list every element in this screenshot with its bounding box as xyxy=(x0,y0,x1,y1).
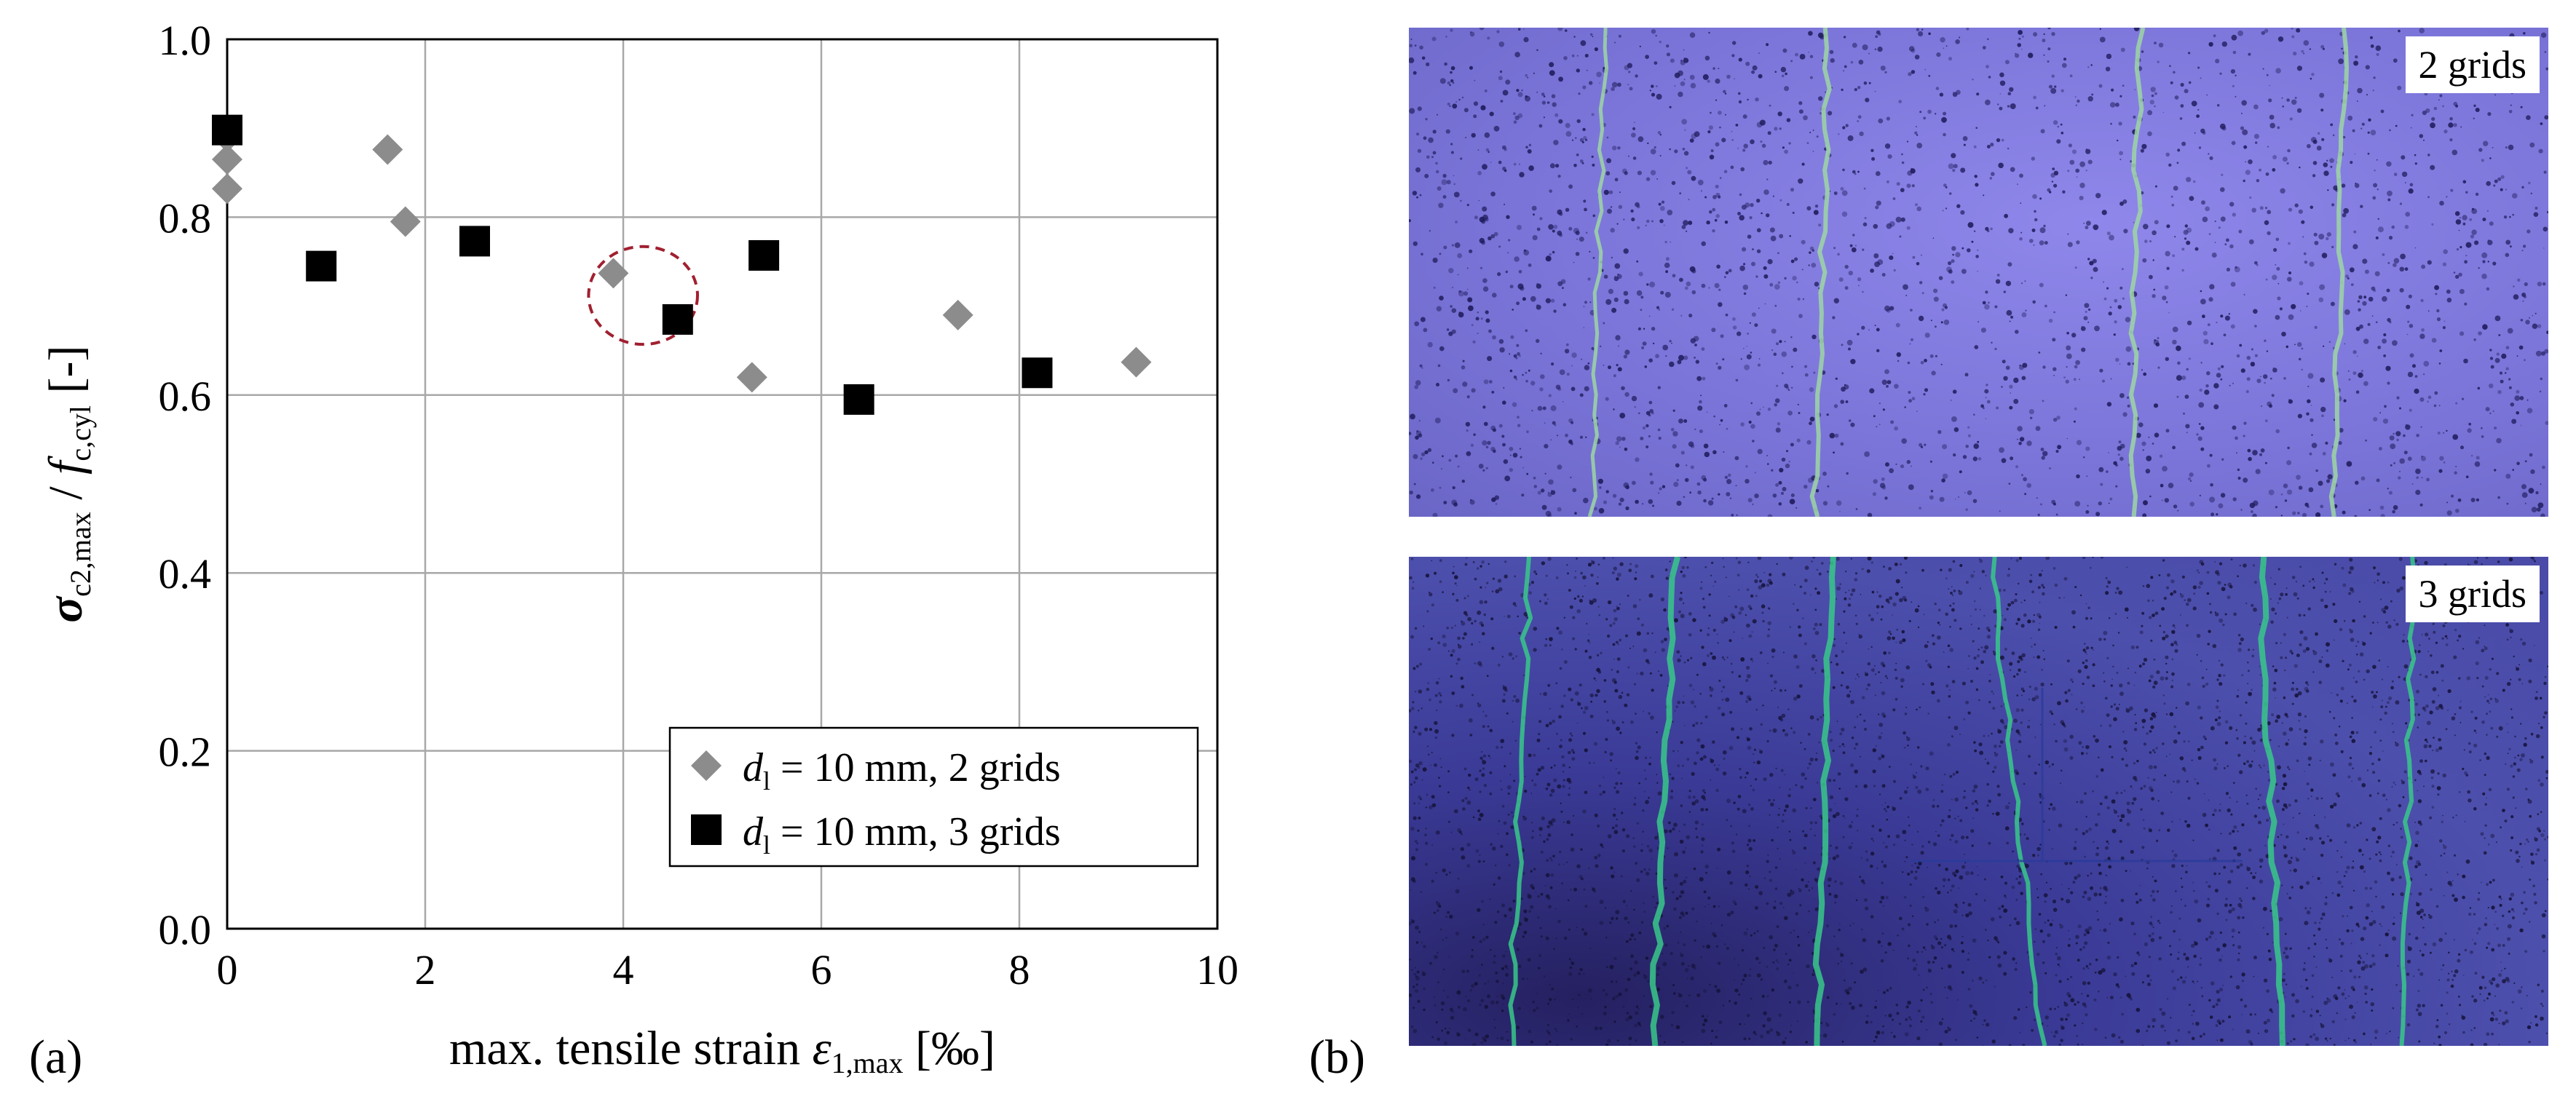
panel-label-b: (b) xyxy=(1309,1031,1365,1084)
series-2-point-5 xyxy=(843,384,874,415)
series-2-point-0 xyxy=(212,114,242,146)
photo-two-grids-image xyxy=(1409,28,2548,517)
series-1-point-6 xyxy=(736,362,767,393)
y-tick-label-1: 0.2 xyxy=(159,729,212,776)
data-markers xyxy=(212,114,1152,415)
crack-line-0 xyxy=(1508,557,1533,1046)
crack-line-5 xyxy=(2399,557,2417,1046)
x-tick-label-1: 2 xyxy=(415,946,436,993)
series-2-point-1 xyxy=(306,250,337,282)
x-tick-label-3: 6 xyxy=(811,946,832,993)
crack-line-2 xyxy=(1812,557,1836,1046)
series-1-point-1 xyxy=(212,143,242,175)
highlight-ellipse xyxy=(587,245,700,346)
cracks xyxy=(1508,557,2417,1046)
y-axis-label-sigma-sub: c2,max xyxy=(64,512,97,597)
panel-label-a: (a) xyxy=(29,1031,83,1084)
x-tick-label-5: 10 xyxy=(1196,946,1238,993)
y-axis-label-f-sub: c,cyl xyxy=(64,405,97,461)
crack-line-3 xyxy=(1991,557,2047,1046)
scatter-chart: 0.0 0.2 0.4 0.6 0.8 1.0 0 2 4 6 8 10 dl = 10 mm, 2… xyxy=(39,17,1239,1079)
crack-line-4 xyxy=(2258,557,2285,1046)
y-tick-label-2: 0.4 xyxy=(159,550,212,598)
x-tick-label-4: 8 xyxy=(1009,946,1030,993)
crack-line-1 xyxy=(1649,557,1680,1046)
y-tick-label-3: 0.6 xyxy=(159,373,212,420)
series-2-point-4 xyxy=(748,239,780,271)
legend-label-1: dl = 10 mm, 2 grids xyxy=(743,745,1061,795)
y-tick-labels: 0.0 0.2 0.4 0.6 0.8 1.0 xyxy=(159,17,212,953)
series-1-point-2 xyxy=(212,173,242,205)
legend: dl = 10 mm, 2 grids dl = 10 mm, 3 grids xyxy=(668,726,1199,868)
legend-marker-1 xyxy=(691,750,722,781)
photo-three-grids: 3 grids xyxy=(1409,557,2548,1046)
photo-three-grids-label: 3 grids xyxy=(2405,566,2540,622)
y-axis-label: σc2,max / fc,cyl [-] xyxy=(39,346,97,623)
crack-line-0 xyxy=(1587,28,1608,517)
y-axis-label-unit: [-] xyxy=(39,346,92,405)
crack-line-1 xyxy=(1809,28,1832,517)
concrete-texture xyxy=(1409,557,2548,1046)
y-axis-label-slash: / xyxy=(39,475,92,512)
cracks xyxy=(1587,28,2349,517)
y-tick-label-4: 0.8 xyxy=(159,194,212,242)
x-axis-label-unit: [‰] xyxy=(903,1022,995,1075)
series-1-point-8 xyxy=(1121,346,1152,378)
concrete-texture xyxy=(1409,28,2548,517)
series-2-point-6 xyxy=(1022,357,1053,389)
legend-marker-2 xyxy=(691,814,722,845)
series-2-point-2 xyxy=(459,226,490,257)
x-axis-label-sub: 1,max xyxy=(831,1047,904,1079)
series-1-point-7 xyxy=(942,299,973,330)
y-tick-label-5: 1.0 xyxy=(159,17,212,64)
crack-line-3 xyxy=(2328,28,2349,517)
x-axis-label-symbol: ε xyxy=(813,1022,831,1075)
x-axis-label: max. tensile strain ε1,max [‰] xyxy=(449,1022,995,1079)
legend-label-2: dl = 10 mm, 3 grids xyxy=(743,809,1061,860)
x-tick-labels: 0 2 4 6 8 10 xyxy=(217,946,1239,993)
photo-two-grids: 2 grids xyxy=(1409,28,2548,517)
series-1-point-3 xyxy=(372,134,403,165)
plot-frame xyxy=(226,38,1219,930)
series-1-point-5 xyxy=(598,258,629,289)
series-1-point-4 xyxy=(390,206,421,237)
series-2-point-3 xyxy=(662,303,693,335)
x-tick-label-2: 4 xyxy=(613,946,634,993)
legend-box xyxy=(668,726,1199,868)
y-tick-label-0: 0.0 xyxy=(159,906,212,953)
x-axis-label-main: max. tensile strain xyxy=(449,1022,813,1075)
x-tick-label-0: 0 xyxy=(217,946,238,993)
photo-two-grids-label: 2 grids xyxy=(2405,36,2540,93)
photo-three-grids-image xyxy=(1409,557,2548,1046)
crack-line-2 xyxy=(2128,28,2146,517)
y-axis-label-sigma: σ xyxy=(39,595,92,622)
